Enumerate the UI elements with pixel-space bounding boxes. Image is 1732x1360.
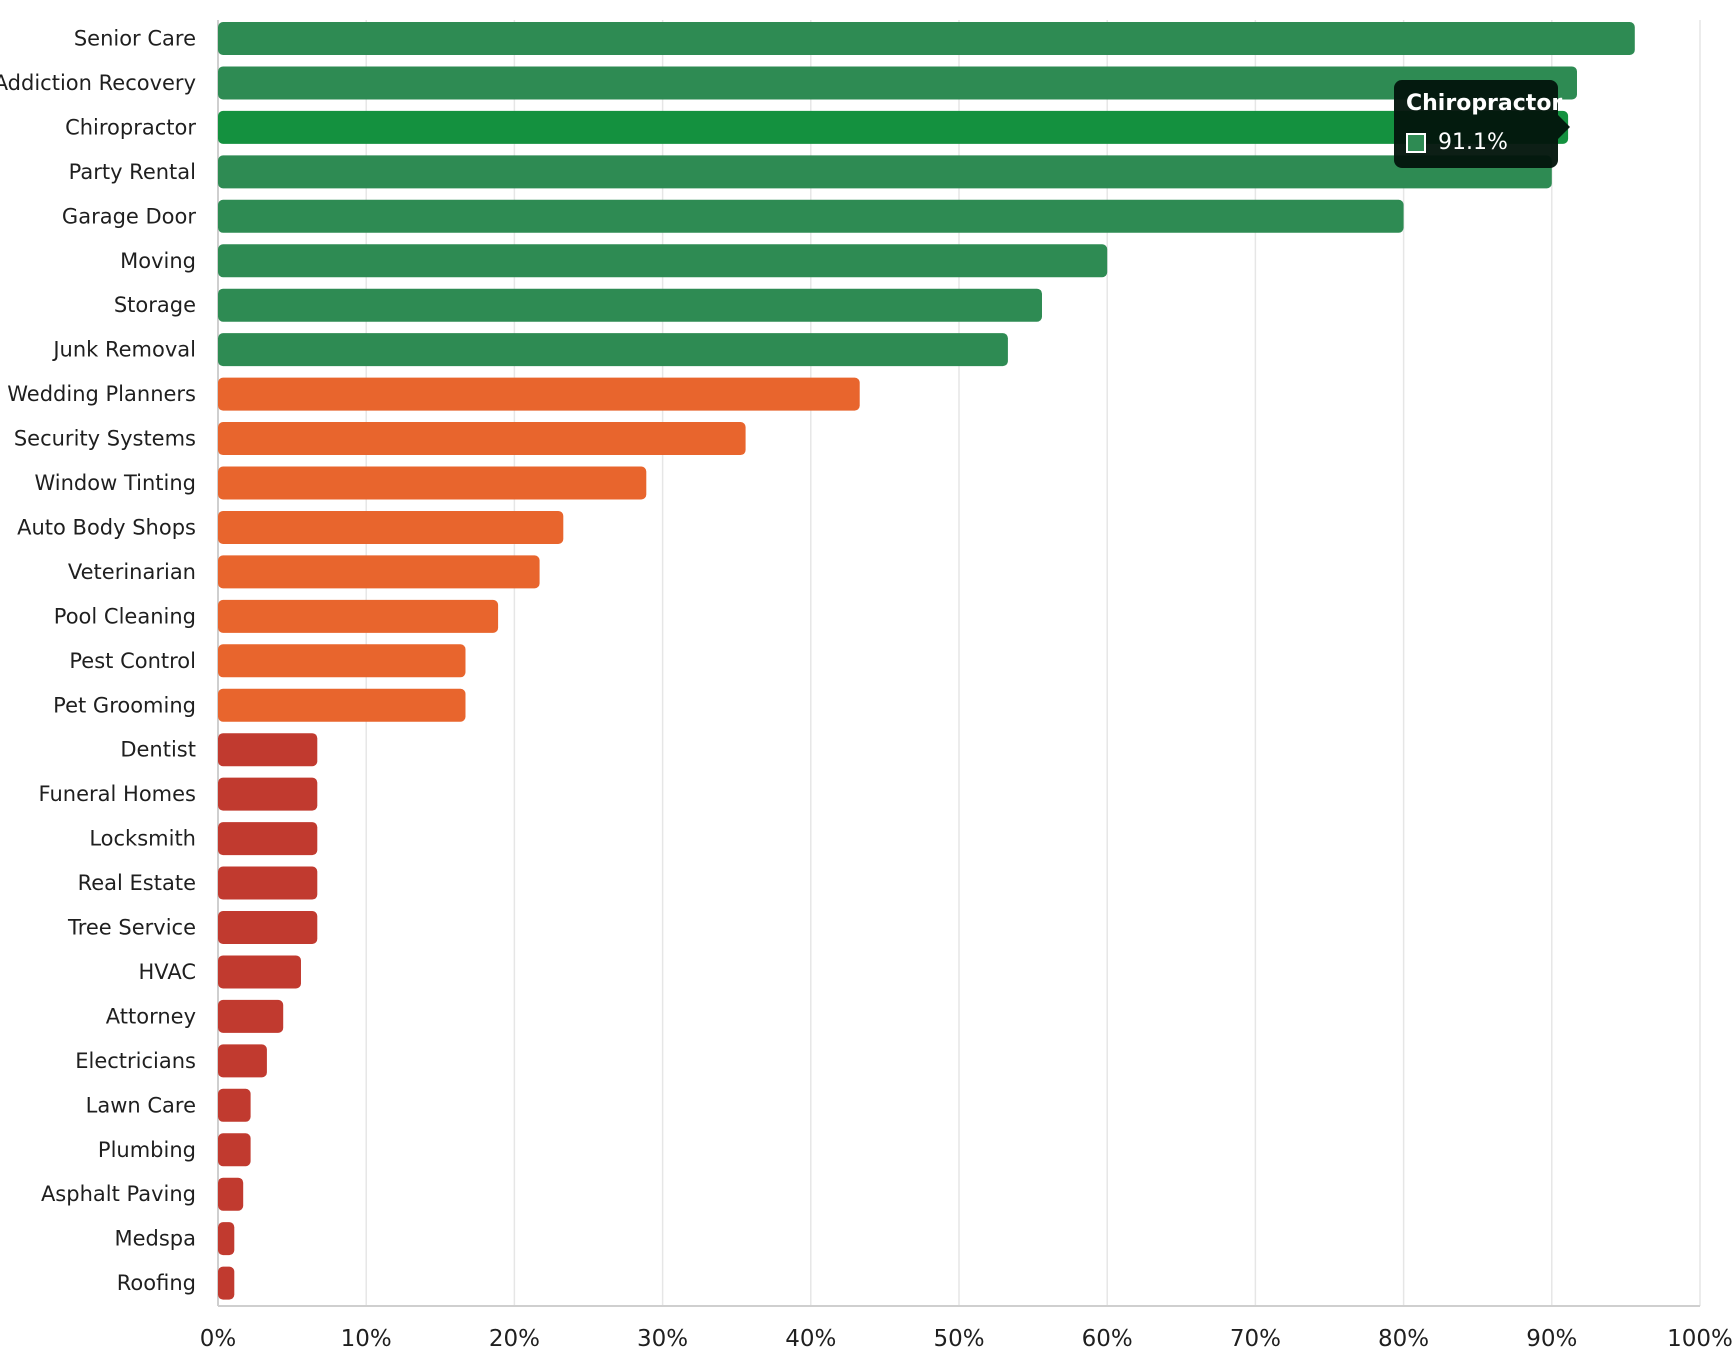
bar-veterinarian[interactable] (218, 555, 540, 589)
category-label: Addiction Recovery (0, 71, 196, 95)
x-tick-label: 60% (1082, 1326, 1133, 1352)
category-label: Medspa (114, 1227, 196, 1251)
bar-dentist[interactable] (218, 733, 318, 767)
chart-tooltip: Chiropractor 91.1% (1394, 80, 1570, 169)
category-label: Roofing (117, 1271, 196, 1295)
bar-pest-control[interactable] (218, 644, 466, 678)
x-tick-label: 40% (785, 1326, 836, 1352)
category-label: Pet Grooming (53, 693, 196, 717)
category-label: Locksmith (89, 827, 196, 851)
x-axis-ticks: 0% 10% 20% 30% 40% 50% 60% 70% 80% 90% 100% (200, 1326, 1732, 1352)
bar-attorney[interactable] (218, 999, 284, 1033)
x-tick-label: 10% (341, 1326, 392, 1352)
bar-real-estate[interactable] (218, 866, 318, 900)
bar-garage-door[interactable] (218, 199, 1404, 233)
x-tick-label: 20% (489, 1326, 540, 1352)
bar-window-tinting[interactable] (218, 466, 647, 500)
bar-pet-grooming[interactable] (218, 688, 466, 722)
category-label: Party Rental (69, 160, 196, 184)
bar-asphalt-paving[interactable] (218, 1177, 244, 1211)
category-label: Electricians (75, 1049, 196, 1073)
category-label: Plumbing (98, 1138, 196, 1162)
x-tick-label: 80% (1378, 1326, 1429, 1352)
bars (218, 22, 1635, 1300)
tooltip-value: 91.1% (1438, 130, 1508, 156)
bar-pool-cleaning[interactable] (218, 599, 499, 633)
bar-electricians[interactable] (218, 1044, 267, 1078)
category-label: Asphalt Paving (41, 1182, 196, 1206)
bar-wedding-planners[interactable] (218, 377, 860, 411)
category-label: Dentist (120, 738, 196, 762)
bar-tree-service[interactable] (218, 911, 318, 944)
bar-plumbing[interactable] (218, 1133, 251, 1167)
category-label: Auto Body Shops (17, 515, 196, 539)
category-label: Pool Cleaning (54, 604, 196, 628)
x-tick-label: 30% (637, 1326, 688, 1352)
bar-senior-care[interactable] (218, 22, 1635, 55)
bar-moving[interactable] (218, 244, 1108, 278)
tooltip-title: Chiropractor (1406, 91, 1563, 117)
category-label: Veterinarian (68, 560, 196, 584)
bar-party-rental[interactable] (218, 155, 1552, 189)
tooltip-row: 91.1% (1406, 130, 1546, 156)
category-label: Wedding Planners (7, 382, 196, 406)
x-tick-label: 0% (200, 1326, 237, 1352)
x-tick-label: 90% (1526, 1326, 1577, 1352)
bar-chiropractor[interactable] (218, 110, 1569, 144)
category-label: HVAC (139, 960, 196, 984)
category-label: Funeral Homes (39, 782, 196, 806)
bar-auto-body-shops[interactable] (218, 510, 564, 544)
bar-roofing[interactable] (218, 1266, 235, 1300)
category-label: Senior Care (74, 27, 196, 51)
category-label: Window Tinting (34, 471, 196, 495)
category-label: Storage (114, 293, 196, 317)
x-tick-label: 100% (1667, 1326, 1732, 1352)
tooltip-series-swatch (1406, 133, 1426, 154)
bar-locksmith[interactable] (218, 822, 318, 856)
bar-funeral-homes[interactable] (218, 777, 318, 811)
category-label: Real Estate (78, 871, 196, 895)
bar-security-systems[interactable] (218, 422, 746, 456)
tooltip-pointer (1558, 115, 1570, 140)
category-label: Chiropractor (65, 115, 196, 139)
bar-storage[interactable] (218, 288, 1042, 322)
x-tick-label: 50% (933, 1326, 984, 1352)
bar-addiction-recovery[interactable] (218, 66, 1577, 100)
bar-medspa[interactable] (218, 1222, 235, 1256)
category-label: Moving (120, 249, 196, 273)
category-label: Garage Door (62, 204, 196, 228)
bar-lawn-care[interactable] (218, 1088, 251, 1122)
x-tick-label: 70% (1230, 1326, 1281, 1352)
category-label: Attorney (106, 1004, 196, 1028)
category-label: Security Systems (14, 427, 196, 451)
bar-hvac[interactable] (218, 955, 301, 989)
category-label: Pest Control (69, 649, 196, 673)
grid-lines (217, 20, 1701, 1307)
category-label: Junk Removal (51, 338, 196, 362)
category-labels: Senior Care Addiction Recovery Chiropracto… (0, 27, 196, 1296)
bar-junk-removal[interactable] (218, 333, 1008, 367)
category-label: Tree Service (67, 916, 196, 940)
category-label: Lawn Care (86, 1093, 196, 1117)
